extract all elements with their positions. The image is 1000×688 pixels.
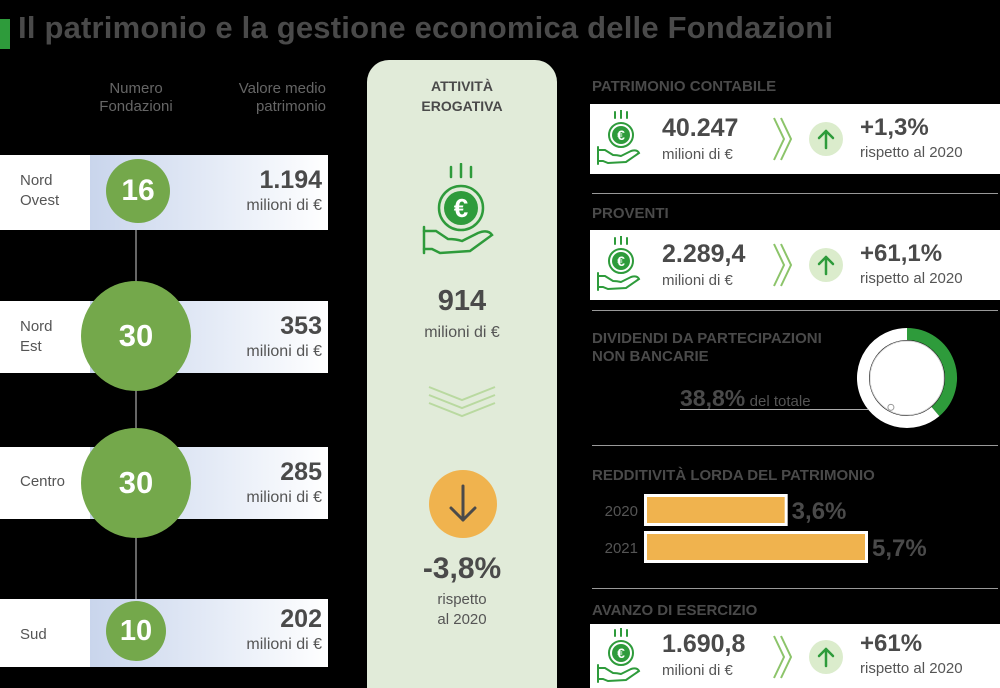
header-number: Numero Fondazioni bbox=[99, 80, 173, 115]
attivita-title: ATTIVITÀ EROGATIVA bbox=[421, 78, 503, 114]
patrimonio-card: € 40.247 milioni di € +1,3% rispetto al … bbox=[590, 104, 1000, 174]
region-value: 202 bbox=[280, 605, 322, 633]
attivita-change: -3,8% bbox=[422, 552, 502, 585]
region-name: Nord Ovest bbox=[20, 172, 60, 209]
header-value: Valore medio patrimonio bbox=[238, 80, 326, 115]
proventi-change-desc: rispetto al 2020 bbox=[860, 270, 963, 287]
chevron-right-icon bbox=[773, 117, 793, 161]
region-count-circle: 10 bbox=[106, 601, 166, 661]
avanzo-change: +61% bbox=[860, 630, 923, 657]
section-divider bbox=[592, 588, 998, 589]
dividendi-title: DIVIDENDI DA PARTECIPAZIONI NON BANCARIE bbox=[592, 330, 822, 365]
bar-category-label: 2020 bbox=[605, 503, 638, 520]
bar-2021 bbox=[647, 534, 865, 560]
bar-category-label: 2021 bbox=[605, 540, 638, 557]
region-value: 353 bbox=[280, 312, 322, 340]
region-row-sud: Sud 202 milioni di € bbox=[0, 599, 328, 667]
dividendi-value-row: 38,8% del totale bbox=[680, 385, 811, 412]
dividendi-desc: del totale bbox=[749, 393, 811, 410]
page-title: Il patrimonio e la gestione economica de… bbox=[18, 10, 834, 45]
euro-hand-icon: € bbox=[597, 628, 641, 683]
donut-slice-1 bbox=[906, 328, 957, 417]
proventi-card: € 2.289,4 milioni di € +61,1% rispetto a… bbox=[590, 230, 1000, 300]
dividendi-leader-line bbox=[680, 409, 868, 410]
donut-marker bbox=[887, 403, 895, 411]
section-divider bbox=[592, 310, 998, 311]
redditivita-title: REDDITIVITÀ LORDA DEL PATRIMONIO bbox=[592, 467, 875, 484]
svg-text:€: € bbox=[454, 193, 468, 223]
bar-value-label: 3,6% bbox=[792, 498, 847, 525]
region-unit: milioni di € bbox=[246, 489, 322, 506]
region-unit: milioni di € bbox=[246, 197, 322, 214]
euro-hand-icon: € bbox=[597, 110, 641, 165]
region-row-nord-ovest: Nord Ovest 1.194 milioni di € bbox=[0, 155, 328, 230]
arrow-up-icon bbox=[809, 122, 843, 156]
double-chevron-down-icon bbox=[428, 386, 496, 418]
region-name: Sud bbox=[20, 626, 47, 643]
avanzo-unit: milioni di € bbox=[662, 662, 733, 679]
avanzo-title: AVANZO DI ESERCIZIO bbox=[592, 602, 758, 619]
patrimonio-unit: milioni di € bbox=[662, 146, 733, 163]
euro-hand-icon: € bbox=[422, 163, 494, 255]
patrimonio-change: +1,3% bbox=[860, 114, 929, 141]
chevron-right-icon bbox=[773, 243, 793, 287]
proventi-unit: milioni di € bbox=[662, 272, 733, 289]
region-name: Nord Est bbox=[20, 318, 53, 355]
dividendi-value: 38,8% bbox=[680, 385, 746, 411]
region-unit: milioni di € bbox=[246, 343, 322, 360]
donut-slice-2 bbox=[857, 328, 940, 428]
arrow-down-icon bbox=[429, 470, 497, 538]
proventi-change: +61,1% bbox=[860, 240, 943, 267]
proventi-value: 2.289,4 bbox=[662, 240, 746, 268]
patrimonio-title: PATRIMONIO CONTABILE bbox=[592, 78, 777, 95]
patrimonio-value: 40.247 bbox=[662, 114, 739, 142]
region-count-circle: 16 bbox=[106, 159, 170, 223]
proventi-title: PROVENTI bbox=[592, 205, 669, 222]
avanzo-card: € 1.690,8 milioni di € +61% rispetto al … bbox=[590, 624, 1000, 688]
region-count-circle: 30 bbox=[81, 428, 191, 538]
euro-hand-icon: € bbox=[597, 236, 641, 291]
avanzo-value: 1.690,8 bbox=[662, 630, 746, 658]
region-unit: milioni di € bbox=[246, 636, 322, 653]
arrow-up-icon bbox=[809, 248, 843, 282]
region-count-circle: 30 bbox=[81, 281, 191, 391]
section-divider bbox=[592, 193, 998, 194]
patrimonio-change-desc: rispetto al 2020 bbox=[860, 144, 963, 161]
region-name: Centro bbox=[20, 473, 66, 490]
region-value: 1.194 bbox=[259, 166, 322, 194]
svg-text:€: € bbox=[617, 127, 625, 143]
bar-value-label: 5,7% bbox=[872, 535, 927, 562]
arrow-up-icon bbox=[809, 640, 843, 674]
donut-center bbox=[869, 340, 945, 416]
region-value: 285 bbox=[280, 458, 322, 486]
avanzo-change-desc: rispetto al 2020 bbox=[860, 660, 963, 677]
bar-2020 bbox=[647, 497, 785, 523]
attivita-change-desc: rispetto al 2020 bbox=[437, 591, 487, 628]
svg-text:€: € bbox=[617, 645, 625, 661]
chevron-right-icon bbox=[773, 635, 793, 679]
region-connector-line bbox=[135, 170, 137, 640]
redditivita-bar-chart: 2020 3,6% 2021 5,7% bbox=[605, 494, 927, 563]
title-accent-bar bbox=[0, 19, 10, 49]
attivita-unit: milioni di € bbox=[424, 324, 500, 341]
svg-text:€: € bbox=[617, 253, 625, 269]
attivita-value: 914 bbox=[437, 285, 487, 317]
dividendi-donut-chart bbox=[857, 328, 957, 428]
section-divider bbox=[592, 445, 998, 446]
